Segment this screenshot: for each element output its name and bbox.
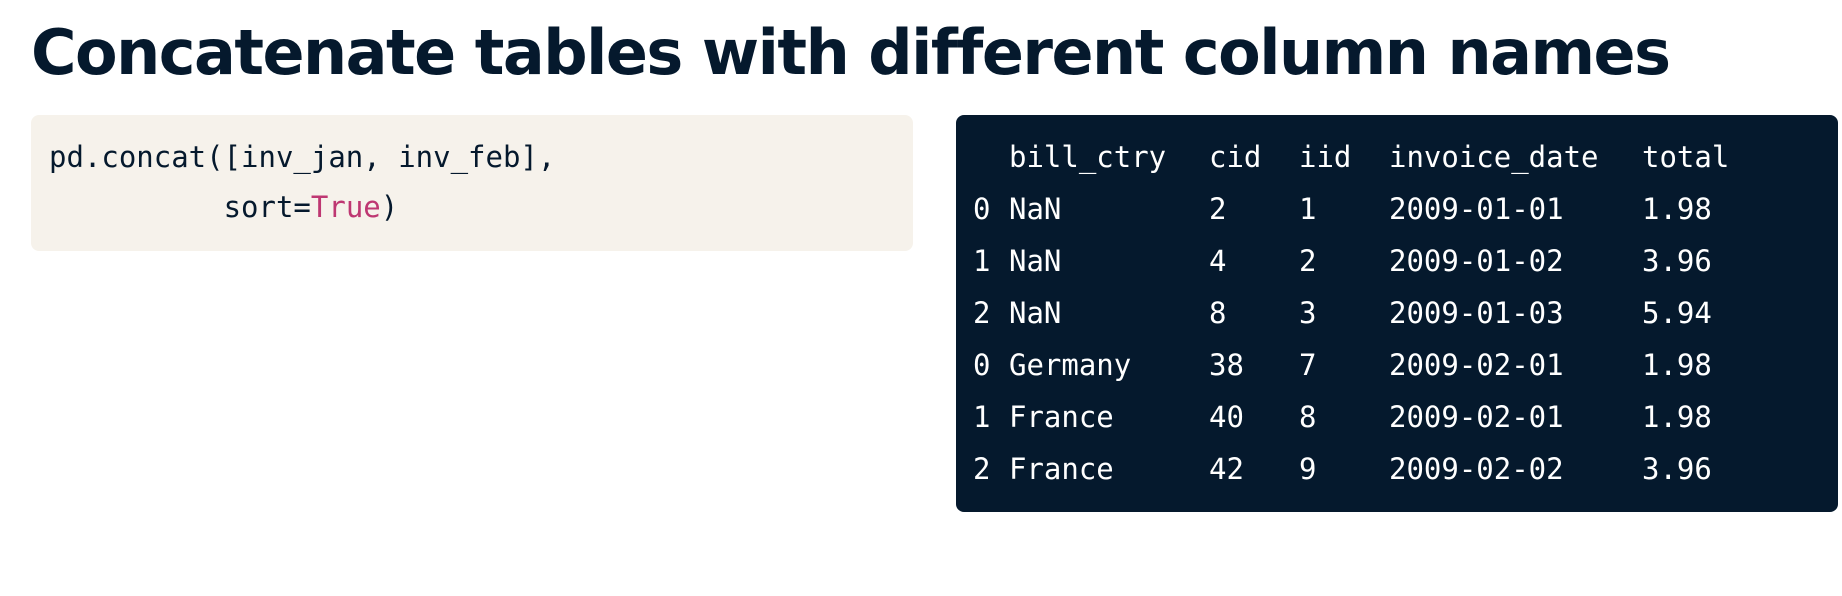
cell-cid: 40 [1209, 400, 1244, 434]
column-header-total: total [1642, 140, 1730, 174]
code-line-1: pd.concat([inv_jan, inv_feb], [49, 140, 556, 174]
code-keyword: True [310, 190, 381, 224]
cell-invoice-date: 2009-01-03 [1389, 296, 1564, 330]
table-row: 0 NaN 2 1 2009-01-01 1.98 [973, 183, 1838, 235]
cell-iid: 3 [1299, 296, 1317, 330]
cell-bill-ctry: France [1009, 452, 1114, 486]
cell-invoice-date: 2009-02-01 [1389, 400, 1564, 434]
cell-iid: 8 [1299, 400, 1317, 434]
cell-cid: 38 [1209, 348, 1244, 382]
slide-title: Concatenate tables with different column… [31, 16, 1671, 89]
cell-iid: 9 [1299, 452, 1317, 486]
cell-index: 0 [973, 192, 991, 226]
code-line-2: sort=True) [49, 182, 913, 232]
table-row: 0 Germany 38 7 2009-02-01 1.98 [973, 339, 1838, 391]
cell-cid: 42 [1209, 452, 1244, 486]
cell-iid: 1 [1299, 192, 1317, 226]
cell-bill-ctry: NaN [1009, 296, 1062, 330]
cell-bill-ctry: NaN [1009, 244, 1062, 278]
cell-iid: 7 [1299, 348, 1317, 382]
cell-cid: 4 [1209, 244, 1227, 278]
cell-total: 3.96 [1642, 452, 1712, 486]
cell-cid: 8 [1209, 296, 1227, 330]
cell-index: 2 [973, 452, 991, 486]
column-header-cid: cid [1209, 140, 1262, 174]
cell-iid: 2 [1299, 244, 1317, 278]
cell-index: 1 [973, 244, 991, 278]
code-text: ) [380, 190, 399, 224]
cell-invoice-date: 2009-02-02 [1389, 452, 1564, 486]
cell-index: 0 [973, 348, 991, 382]
cell-bill-ctry: Germany [1009, 348, 1132, 382]
cell-bill-ctry: NaN [1009, 192, 1062, 226]
cell-total: 1.98 [1642, 400, 1712, 434]
column-header-bill-ctry: bill_ctry [1009, 140, 1167, 174]
cell-index: 1 [973, 400, 991, 434]
table-row: 2 France 42 9 2009-02-02 3.96 [973, 443, 1838, 495]
cell-total: 1.98 [1642, 348, 1712, 382]
table-row: 1 France 40 8 2009-02-01 1.98 [973, 391, 1838, 443]
table-row: 2 NaN 8 3 2009-01-03 5.94 [973, 287, 1838, 339]
column-header-index [973, 131, 1009, 183]
table-row: 1 NaN 4 2 2009-01-02 3.96 [973, 235, 1838, 287]
cell-index: 2 [973, 296, 991, 330]
cell-total: 3.96 [1642, 244, 1712, 278]
table-header-row: bill_ctry cid iid invoice_date total [973, 131, 1838, 183]
cell-bill-ctry: France [1009, 400, 1114, 434]
cell-total: 5.94 [1642, 296, 1712, 330]
column-header-invoice-date: invoice_date [1389, 140, 1599, 174]
cell-invoice-date: 2009-01-01 [1389, 192, 1564, 226]
cell-invoice-date: 2009-02-01 [1389, 348, 1564, 382]
cell-total: 1.98 [1642, 192, 1712, 226]
column-header-iid: iid [1299, 140, 1352, 174]
output-table: bill_ctry cid iid invoice_date total 0 N… [956, 115, 1838, 512]
code-block: pd.concat([inv_jan, inv_feb], sort=True) [31, 115, 913, 251]
cell-invoice-date: 2009-01-02 [1389, 244, 1564, 278]
cell-cid: 2 [1209, 192, 1227, 226]
code-text: sort= [49, 190, 311, 224]
